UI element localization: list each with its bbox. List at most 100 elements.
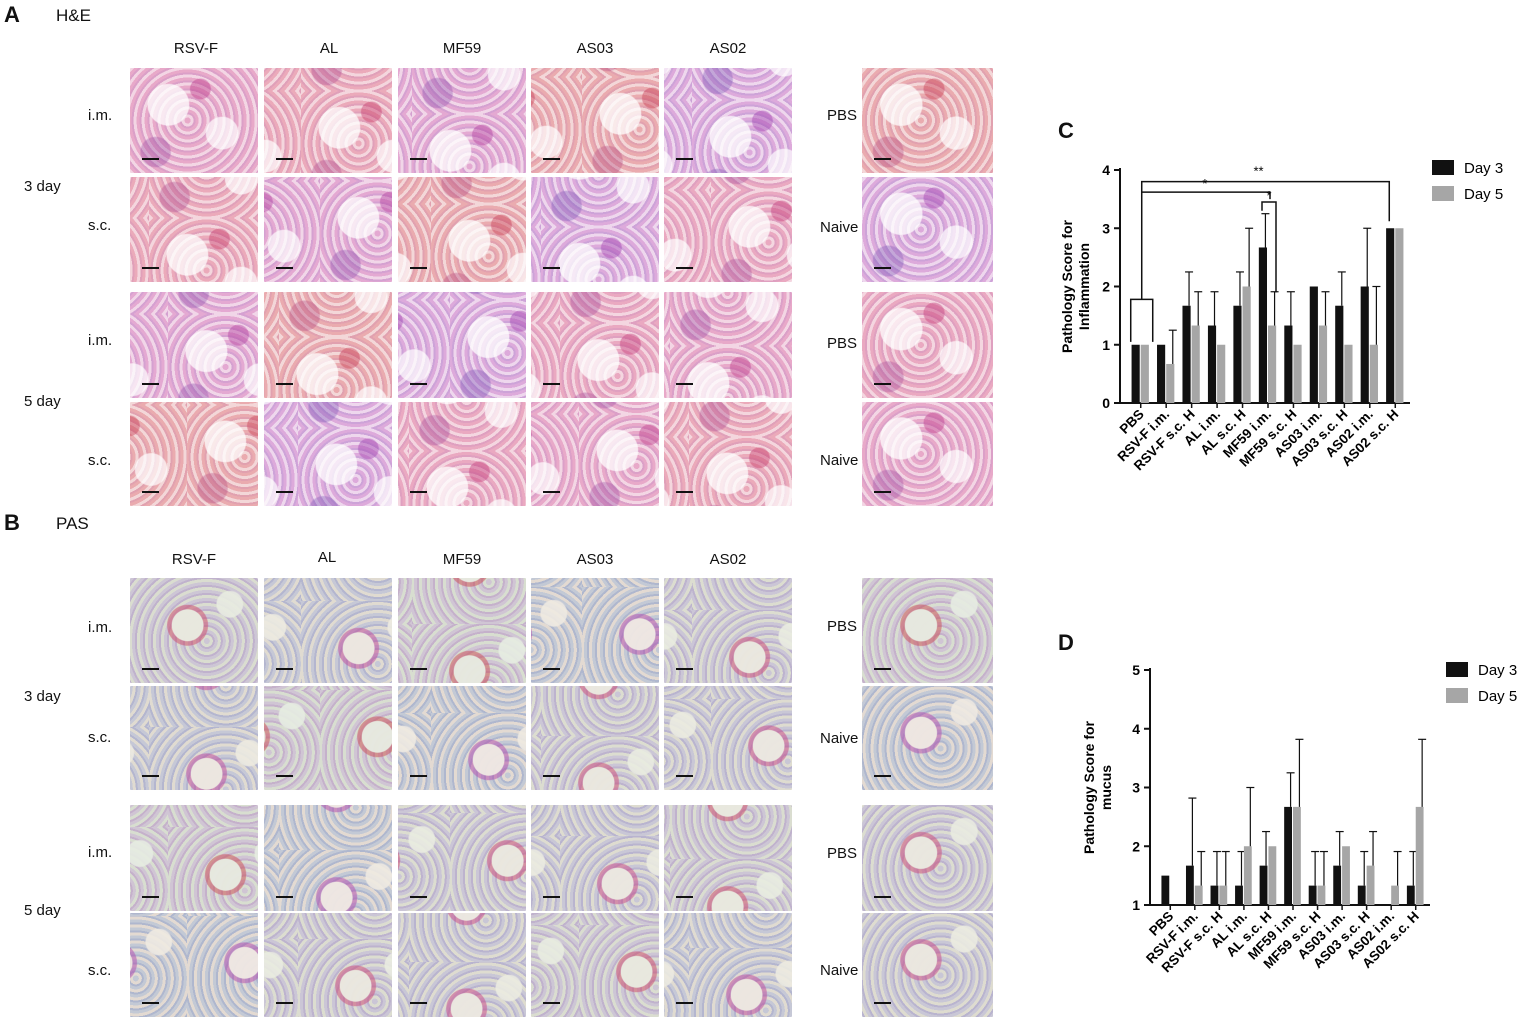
histology-image [531,68,659,173]
bar [1259,865,1268,905]
significance-bracket [1129,298,1154,342]
significance-marker: ** [1253,164,1263,179]
bar [1210,885,1219,905]
significance-bracket [1140,180,1391,300]
histology-image [398,578,526,683]
day-label-5: 5 day [24,902,61,919]
bar [1233,305,1242,403]
scale-bar [142,775,159,777]
bar [1293,806,1301,905]
histology-image [264,177,392,282]
scale-bar [543,1002,560,1004]
histology-image [664,402,792,506]
histology-image [264,578,392,683]
scale-bar [276,775,293,777]
scale-bar [142,383,159,385]
significance-marker: * [1202,176,1207,191]
column-label-as02: AS02 [709,551,747,568]
control-histology-image [862,913,993,1017]
legend-label: Day 3 [1478,662,1517,679]
y-tick-label: 3 [1102,220,1110,236]
y-axis-label: Pathology Score forInflammation [1059,219,1092,353]
histology-image [130,805,258,911]
bar [1415,806,1424,905]
legend-swatch [1432,160,1454,175]
scale-bar [543,267,560,269]
scale-bar [276,491,293,493]
day-label-5: 5 day [24,393,61,410]
significance-bracket [1261,201,1277,293]
bar [1342,846,1350,905]
scale-bar [142,896,159,898]
bar [1243,846,1252,905]
bar [1284,806,1292,905]
scale-bar [874,491,891,493]
control-histology-image [862,402,993,506]
histology-image [264,402,392,506]
histology-image [531,913,659,1017]
histology-image [264,913,392,1017]
bar [1318,325,1328,403]
control-label-naive: Naive [820,962,859,979]
bar [1366,865,1375,905]
y-tick-label: 1 [1102,337,1110,353]
legend-swatch [1446,662,1468,677]
bar [1194,885,1203,905]
histology-image [664,805,792,911]
bar [1268,846,1277,905]
histology-image [398,686,526,790]
scale-bar [276,267,293,269]
bar [1185,865,1194,905]
control-histology-image [862,686,993,790]
scale-bar [276,158,293,160]
bar [1357,885,1366,905]
bar [1335,305,1344,403]
scale-bar [874,775,891,777]
histology-image [264,292,392,398]
bar [1219,885,1228,905]
scale-bar [874,267,891,269]
scale-bar [676,158,693,160]
histology-image [130,402,258,506]
scale-bar [543,158,560,160]
bar [1293,344,1302,403]
scale-bar [276,1002,293,1004]
scale-bar [410,267,427,269]
scale-bar [874,668,891,670]
y-tick-label: 4 [1132,721,1140,737]
scale-bar [676,775,693,777]
panel-b-stain-label: PAS [56,514,89,533]
legend-label: Day 5 [1464,186,1503,203]
row-label-sc: s.c. [88,729,112,746]
control-label-pbs: PBS [827,107,858,124]
scale-bar [142,267,159,269]
histology-image [264,805,392,911]
bar [1235,885,1243,905]
scale-bar [410,775,427,777]
row-label-im: i.m. [88,107,113,124]
scale-bar [676,267,693,269]
control-label-pbs: PBS [827,845,858,862]
scale-bar [410,383,427,385]
histology-image [398,292,526,398]
control-label-naive: Naive [820,219,859,236]
bar [1386,228,1395,403]
row-label-im: i.m. [88,844,113,861]
control-histology-image [862,805,993,911]
control-histology-image [862,292,993,398]
bar [1395,228,1404,403]
panel-b-letter: B [4,510,20,535]
bar [1161,875,1170,905]
histology-image [531,292,659,398]
scale-bar [874,158,891,160]
bar [1333,865,1342,905]
histology-image [130,68,258,173]
scale-bar [874,896,891,898]
scale-bar [410,896,427,898]
column-label-mf59: MF59 [442,551,482,568]
histology-image [130,913,258,1017]
histology-image [398,913,526,1017]
scale-bar [543,896,560,898]
